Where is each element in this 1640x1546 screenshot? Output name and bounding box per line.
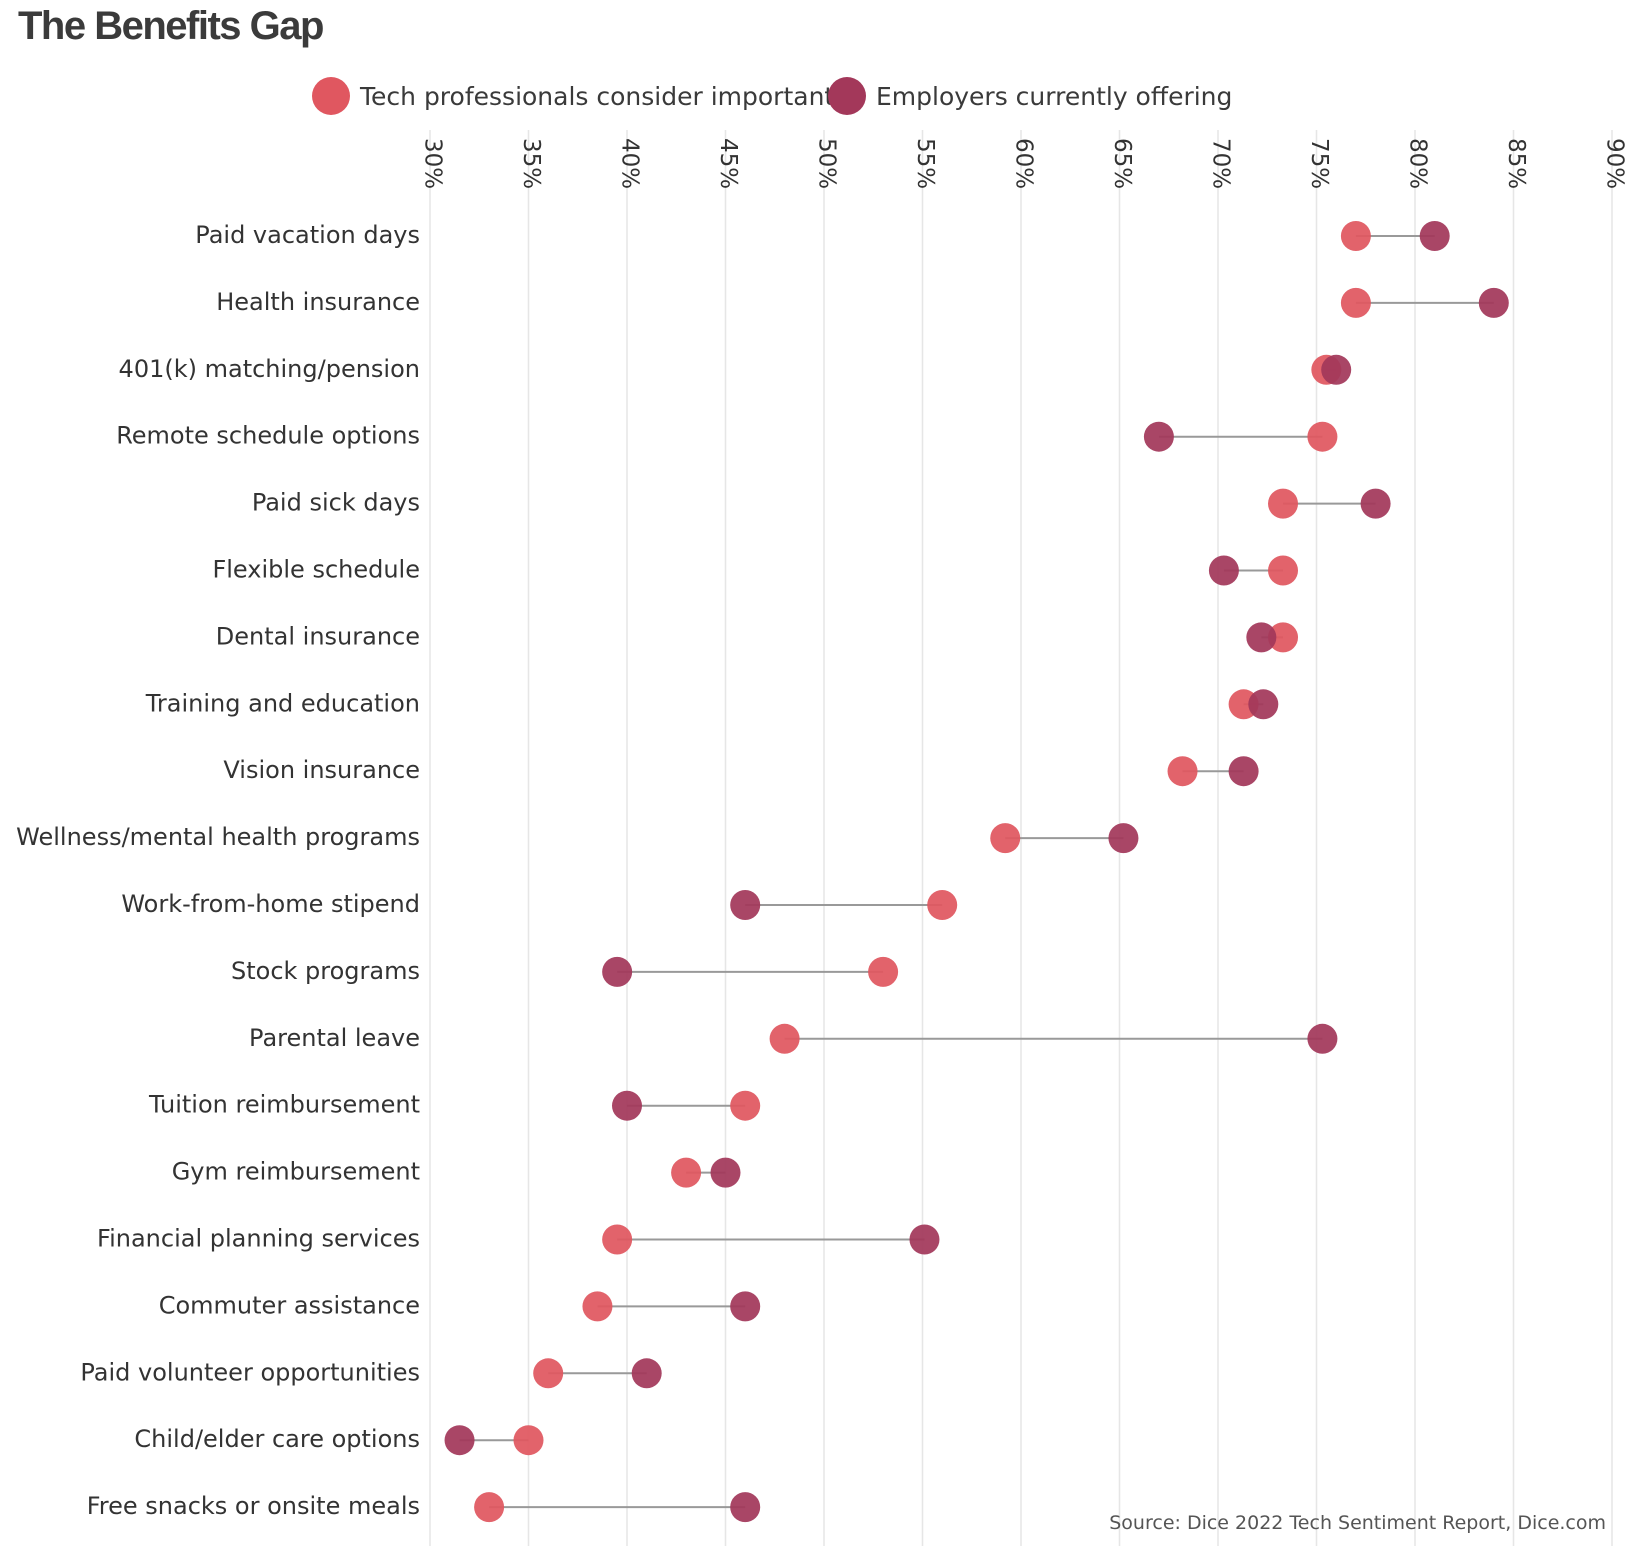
category-label: Free snacks or onsite meals: [87, 1492, 420, 1520]
category-label: Financial planning services: [97, 1225, 420, 1253]
dot-offering: [909, 1224, 940, 1255]
x-tick-label: 90%: [1602, 138, 1628, 189]
legend-item-important: Tech professionals consider important: [312, 74, 834, 118]
dot-offering: [1419, 221, 1450, 251]
dot-important: [1307, 421, 1338, 452]
dot-offering: [730, 890, 761, 920]
dot-important: [513, 1425, 544, 1456]
dot-offering: [730, 1291, 761, 1322]
x-tick-label: 85%: [1503, 138, 1529, 189]
x-tick-label: 45%: [715, 138, 741, 189]
category-label: Wellness/mental health programs: [16, 823, 420, 851]
x-tick-label: 75%: [1306, 138, 1332, 189]
x-tick-label: 35%: [518, 138, 544, 189]
dot-important: [582, 1291, 613, 1322]
dot-offering: [444, 1425, 475, 1456]
category-label: Gym reimbursement: [172, 1158, 420, 1186]
legend-label-important: Tech professionals consider important: [360, 81, 835, 111]
dot-offering: [1307, 1023, 1338, 1054]
dot-offering: [1208, 555, 1239, 586]
dot-important: [1268, 488, 1299, 519]
dot-important: [868, 956, 899, 987]
dot-offering: [710, 1157, 741, 1188]
dot-important: [1340, 287, 1371, 318]
category-label: Commuter assistance: [159, 1291, 420, 1319]
dot-offering: [1478, 287, 1509, 318]
x-tick-label: 50%: [814, 138, 840, 189]
chart-title: The Benefits Gap: [18, 4, 324, 48]
legend-label-offering: Employers currently offering: [876, 81, 1233, 111]
dot-offering: [631, 1358, 662, 1389]
category-label: Remote schedule options: [116, 422, 420, 450]
category-label: Stock programs: [231, 957, 420, 985]
dot-offering: [1321, 354, 1352, 385]
x-tick-label: 30%: [420, 138, 446, 189]
category-label: Training and education: [145, 689, 420, 717]
category-label: Tuition reimbursement: [148, 1091, 420, 1119]
dot-important: [730, 1090, 761, 1121]
dot-important: [602, 1224, 633, 1255]
legend: Tech professionals consider important Em…: [0, 74, 1640, 118]
category-label: Vision insurance: [223, 756, 420, 784]
category-label: Paid sick days: [252, 489, 420, 517]
dot-offering: [612, 1090, 642, 1121]
category-label: Health insurance: [216, 288, 420, 316]
dot-important: [927, 890, 958, 920]
dot-important: [1340, 221, 1371, 251]
dot-important: [533, 1358, 564, 1389]
dot-offering: [1228, 756, 1259, 787]
category-label: Child/elder care options: [134, 1425, 420, 1453]
dot-offering: [1143, 421, 1174, 452]
category-label: Dental insurance: [216, 622, 420, 650]
x-tick-label: 80%: [1405, 138, 1431, 189]
dot-offering: [1108, 823, 1139, 854]
dot-important: [474, 1492, 505, 1523]
dot-important: [671, 1157, 702, 1188]
x-tick-label: 65%: [1109, 138, 1135, 189]
dot-important: [769, 1023, 800, 1054]
dot-important: [1268, 555, 1299, 586]
category-label: Work-from-home stipend: [121, 890, 420, 918]
legend-swatch-important: [312, 77, 350, 115]
category-label: Paid vacation days: [195, 221, 420, 249]
dot-offering: [1248, 689, 1279, 720]
category-label: Parental leave: [249, 1024, 420, 1052]
dot-important: [990, 823, 1021, 854]
x-tick-label: 60%: [1011, 138, 1037, 189]
legend-item-offering: Employers currently offering: [828, 74, 1232, 118]
dot-offering: [1246, 622, 1277, 653]
legend-swatch-offering: [828, 77, 866, 115]
dot-offering: [730, 1492, 761, 1523]
source-note: Source: Dice 2022 Tech Sentiment Report,…: [1109, 1512, 1606, 1534]
category-label: 401(k) matching/pension: [119, 355, 420, 383]
category-label: Flexible schedule: [212, 556, 420, 584]
dot-offering: [602, 956, 633, 987]
x-tick-label: 55%: [912, 138, 938, 189]
dot-important: [1268, 622, 1299, 653]
x-tick-label: 40%: [617, 138, 643, 189]
category-label: Paid volunteer opportunities: [80, 1358, 420, 1386]
dot-important: [1167, 756, 1198, 787]
dot-offering: [1360, 488, 1391, 519]
x-tick-label: 70%: [1208, 138, 1234, 189]
